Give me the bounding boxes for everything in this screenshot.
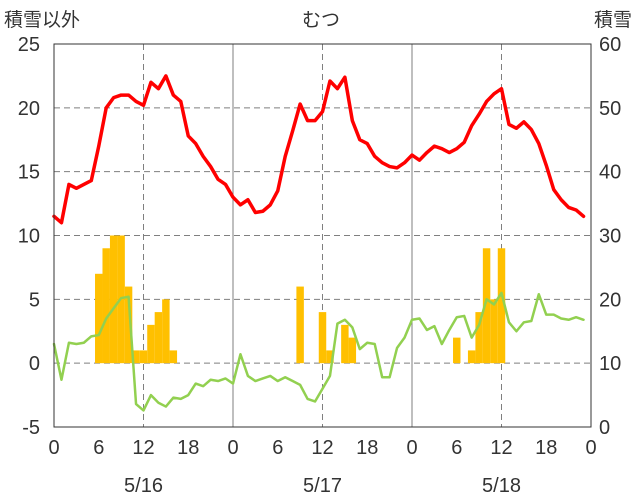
bar <box>154 312 163 364</box>
line-series <box>52 74 586 412</box>
bar <box>453 337 461 364</box>
left-tick-label: 15 <box>18 162 40 184</box>
chart-title: むつ <box>302 9 340 31</box>
x-tick-label: 12 <box>490 437 512 459</box>
bar <box>296 286 304 364</box>
series-line <box>52 291 585 412</box>
day-label: 5/18 <box>482 475 521 497</box>
x-axis-ticks: 0 6 12 18 0 6 12 18 0 6 12 18 0 <box>48 437 596 459</box>
right-tick-label: 30 <box>599 226 621 248</box>
x-tick-label: 6 <box>272 437 283 459</box>
bar <box>348 337 357 364</box>
bar <box>124 286 133 364</box>
right-tick-label: 50 <box>599 98 621 120</box>
bar <box>139 350 148 364</box>
left-axis-ticks: -5 0 5 10 15 20 25 <box>18 34 40 439</box>
x-tick-label: 6 <box>451 437 462 459</box>
left-tick-label: 25 <box>18 34 40 56</box>
bar <box>475 312 483 364</box>
x-tick-label: 0 <box>585 437 596 459</box>
bar <box>497 248 506 364</box>
right-axis-label: 積雪 <box>594 9 632 31</box>
x-tick-label: 0 <box>227 437 238 459</box>
left-tick-label: 10 <box>18 226 40 248</box>
left-tick-label: 20 <box>18 98 40 120</box>
x-tick-label: 0 <box>48 437 59 459</box>
bar <box>169 350 178 364</box>
bar <box>132 350 140 364</box>
right-tick-label: 0 <box>599 417 610 439</box>
x-tick-label: 18 <box>177 437 199 459</box>
x-tick-label: 18 <box>535 437 557 459</box>
right-tick-label: 10 <box>599 353 621 375</box>
left-tick-label: 5 <box>29 289 40 311</box>
left-tick-label: -5 <box>22 417 40 439</box>
right-tick-label: 40 <box>599 162 621 184</box>
bar <box>482 248 491 364</box>
x-tick-label: 18 <box>356 437 378 459</box>
series-line <box>52 74 586 225</box>
bar <box>147 324 155 364</box>
day-label: 5/17 <box>303 475 342 497</box>
left-axis-label: 積雪以外 <box>4 9 80 31</box>
left-tick-label: 0 <box>29 353 40 375</box>
x-tick-label: 6 <box>93 437 104 459</box>
bar <box>162 299 170 364</box>
bar <box>95 273 103 364</box>
bar <box>341 324 349 364</box>
day-label: 5/16 <box>124 475 163 497</box>
bar <box>318 312 327 364</box>
right-axis-ticks: 0 10 20 30 40 50 60 <box>599 34 621 439</box>
x-tick-label: 12 <box>311 437 333 459</box>
x-tick-label: 12 <box>132 437 154 459</box>
bar <box>467 350 476 364</box>
bar <box>490 299 498 364</box>
day-labels: 5/16 5/17 5/18 <box>124 475 521 497</box>
right-tick-label: 60 <box>599 34 621 56</box>
bar <box>109 235 118 364</box>
bar <box>326 350 334 364</box>
bar <box>102 248 110 364</box>
x-tick-label: 0 <box>406 437 417 459</box>
right-tick-label: 20 <box>599 289 621 311</box>
plot-frame <box>53 43 592 428</box>
